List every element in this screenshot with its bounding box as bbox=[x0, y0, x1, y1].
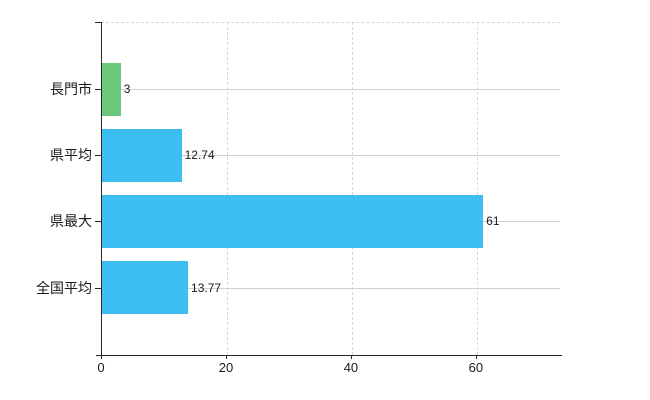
x-gridline bbox=[476, 22, 478, 355]
y-axis-tick bbox=[95, 287, 102, 289]
plot-top-border bbox=[101, 22, 560, 23]
x-axis-tick bbox=[475, 355, 477, 359]
y-axis-tick bbox=[95, 155, 102, 157]
value-label: 3 bbox=[123, 82, 131, 96]
x-tick-label: 0 bbox=[97, 360, 105, 375]
y-axis-line bbox=[101, 22, 102, 355]
y-axis-tick bbox=[95, 221, 102, 223]
x-axis-tick bbox=[225, 355, 227, 359]
x-axis-tick bbox=[101, 355, 102, 359]
x-tick-label: 40 bbox=[343, 360, 359, 375]
bar bbox=[102, 194, 484, 248]
value-label: 61 bbox=[486, 214, 500, 229]
bar bbox=[102, 128, 182, 182]
row-gridline bbox=[102, 89, 560, 90]
x-axis-line bbox=[96, 355, 562, 356]
x-gridline bbox=[351, 22, 353, 355]
x-tick-label: 20 bbox=[218, 360, 234, 375]
row-gridline bbox=[102, 155, 560, 157]
y-axis-tick bbox=[95, 89, 102, 90]
value-label: 12.74 bbox=[184, 148, 215, 163]
x-axis-tick bbox=[350, 355, 352, 359]
x-tick-label: 60 bbox=[468, 360, 484, 375]
category-label: 県最大 bbox=[50, 213, 92, 230]
category-label: 全国平均 bbox=[36, 279, 92, 296]
bar bbox=[102, 261, 189, 315]
category-label: 県平均 bbox=[50, 147, 92, 164]
bar bbox=[102, 62, 121, 116]
value-label: 13.77 bbox=[191, 280, 222, 295]
category-label: 長門市 bbox=[50, 81, 92, 97]
y-axis-top-tick bbox=[95, 22, 102, 23]
row-gridline bbox=[102, 287, 560, 289]
x-gridline bbox=[226, 22, 228, 355]
